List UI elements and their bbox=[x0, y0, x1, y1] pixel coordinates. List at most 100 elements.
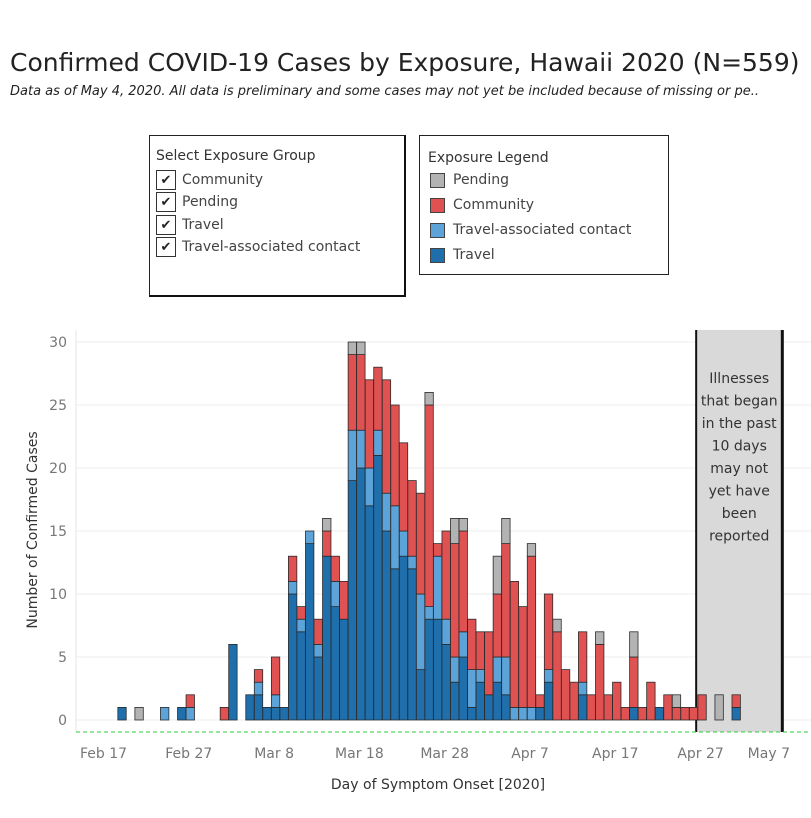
bar-stack bbox=[330, 555, 340, 721]
bar-segment-community bbox=[663, 694, 673, 721]
filter-panel-title: Select Exposure Group bbox=[156, 148, 316, 164]
bar-segment-travel bbox=[424, 618, 434, 721]
annotation-line: may not bbox=[710, 461, 768, 477]
y-tick-label: 15 bbox=[49, 524, 67, 540]
bar-segment-community bbox=[518, 606, 528, 708]
bar-segment-community bbox=[620, 707, 630, 721]
bar-stack bbox=[680, 707, 690, 721]
bar-segment-travel-associated-contact bbox=[270, 694, 281, 708]
bar-segment-community bbox=[697, 694, 707, 721]
bar-stack bbox=[177, 707, 187, 721]
bar-segment-travel bbox=[296, 631, 306, 721]
bar-segment-travel bbox=[356, 467, 366, 721]
filter-item-travel-associated-contact[interactable]: ✔ Travel-associated contact bbox=[156, 236, 360, 258]
bar-stack bbox=[185, 694, 195, 721]
bar-segment-pending bbox=[424, 391, 434, 406]
bar-segment-community bbox=[671, 707, 682, 721]
annotation-line: been bbox=[722, 506, 757, 522]
bar-segment-travel-associated-contact bbox=[458, 631, 468, 658]
filter-item-label: Travel-associated contact bbox=[182, 239, 361, 255]
bar-segment-travel-associated-contact bbox=[330, 581, 340, 608]
check-icon: ✔ bbox=[160, 239, 172, 255]
x-tick-label: Apr 7 bbox=[511, 746, 549, 762]
bar-segment-travel-associated-contact bbox=[441, 618, 451, 645]
bar-stack bbox=[492, 555, 502, 721]
bar-stack bbox=[501, 518, 511, 721]
bar-segment-travel-associated-contact bbox=[526, 707, 537, 721]
legend-panel-title: Exposure Legend bbox=[428, 150, 549, 166]
bar-stack bbox=[620, 707, 630, 721]
x-axis-title: Day of Symptom Onset [2020] bbox=[331, 777, 545, 793]
y-axis-title: Number of Confirmed Cases bbox=[25, 431, 41, 628]
bar-stack bbox=[117, 707, 127, 721]
bar-segment-community bbox=[629, 656, 639, 708]
bar-segment-community bbox=[603, 694, 613, 721]
bar-segment-pending bbox=[458, 518, 468, 532]
bar-stack bbox=[475, 631, 485, 721]
bar-stack bbox=[671, 694, 682, 721]
bar-segment-community bbox=[646, 681, 656, 721]
bar-segment-travel bbox=[484, 694, 494, 721]
bar-segment-travel bbox=[228, 644, 238, 721]
filter-item-travel[interactable]: ✔ Travel bbox=[156, 214, 224, 236]
reporting-lag-band-fill bbox=[696, 330, 783, 732]
bar-segment-travel-associated-contact bbox=[381, 492, 392, 532]
y-tick-label: 10 bbox=[49, 587, 67, 603]
annotation-line: yet have bbox=[709, 484, 770, 500]
bar-segment-travel-associated-contact bbox=[415, 593, 426, 670]
bar-segment-community bbox=[484, 631, 494, 696]
bar-stack bbox=[646, 681, 656, 721]
checkbox-community[interactable]: ✔ bbox=[156, 170, 176, 190]
bar-segment-travel bbox=[313, 656, 323, 721]
legend-item-travel: Travel bbox=[430, 244, 495, 266]
bar-segment-community bbox=[347, 354, 357, 431]
check-icon: ✔ bbox=[160, 172, 172, 188]
bar-segment-travel-associated-contact bbox=[185, 707, 195, 721]
x-tick-label: Feb 27 bbox=[165, 746, 212, 762]
bar-segment-travel bbox=[253, 694, 264, 721]
bar-segment-community bbox=[688, 707, 699, 721]
bar-segment-travel bbox=[458, 656, 468, 721]
bar-segment-travel bbox=[373, 454, 383, 721]
bar-segment-travel bbox=[117, 707, 127, 721]
filter-item-pending[interactable]: ✔ Pending bbox=[156, 191, 238, 213]
x-tick-label: Mar 8 bbox=[254, 746, 294, 762]
x-tick-label: Apr 17 bbox=[592, 746, 638, 762]
bar-stack bbox=[697, 694, 707, 721]
bar-segment-travel bbox=[288, 593, 298, 721]
checkbox-pending[interactable]: ✔ bbox=[156, 192, 176, 212]
bar-segment-community bbox=[501, 543, 511, 658]
bar-segment-community bbox=[296, 606, 306, 620]
bar-stack bbox=[458, 518, 468, 721]
bar-segment-community bbox=[560, 669, 571, 721]
bar-segment-travel bbox=[177, 707, 187, 721]
bar-segment-pending bbox=[356, 341, 366, 356]
bar-stack bbox=[637, 707, 647, 721]
bar-stack bbox=[262, 707, 272, 721]
annotation-line: reported bbox=[709, 529, 769, 545]
bar-segment-travel-associated-contact bbox=[160, 707, 170, 721]
checkbox-travel-associated-contact[interactable]: ✔ bbox=[156, 237, 176, 257]
bar-segment-community bbox=[535, 694, 545, 708]
bar-segment-travel bbox=[339, 618, 349, 721]
bar-segment-community bbox=[288, 555, 298, 582]
bar-segment-pending bbox=[322, 518, 332, 532]
exposure-legend-panel: Exposure Legend Pending Community Travel… bbox=[419, 135, 669, 275]
filter-item-community[interactable]: ✔ Community bbox=[156, 169, 263, 191]
bar-segment-community bbox=[586, 694, 596, 721]
bar-segment-community bbox=[552, 631, 562, 721]
checkbox-travel[interactable]: ✔ bbox=[156, 215, 176, 235]
bar-stack bbox=[688, 707, 699, 721]
bar-segment-pending bbox=[629, 631, 639, 658]
annotation-line: Illnesses bbox=[709, 371, 769, 387]
bar-segment-community bbox=[543, 593, 554, 670]
bar-segment-travel-associated-contact bbox=[253, 681, 264, 696]
bar-segment-community bbox=[390, 404, 400, 507]
annotation-line: that began bbox=[701, 394, 778, 410]
bar-segment-community bbox=[637, 707, 647, 721]
bar-segment-travel bbox=[390, 568, 400, 721]
bar-stack bbox=[450, 518, 460, 721]
bar-segment-travel bbox=[305, 543, 315, 721]
bar-segment-travel-associated-contact bbox=[518, 707, 528, 721]
bar-segment-community bbox=[185, 694, 195, 708]
